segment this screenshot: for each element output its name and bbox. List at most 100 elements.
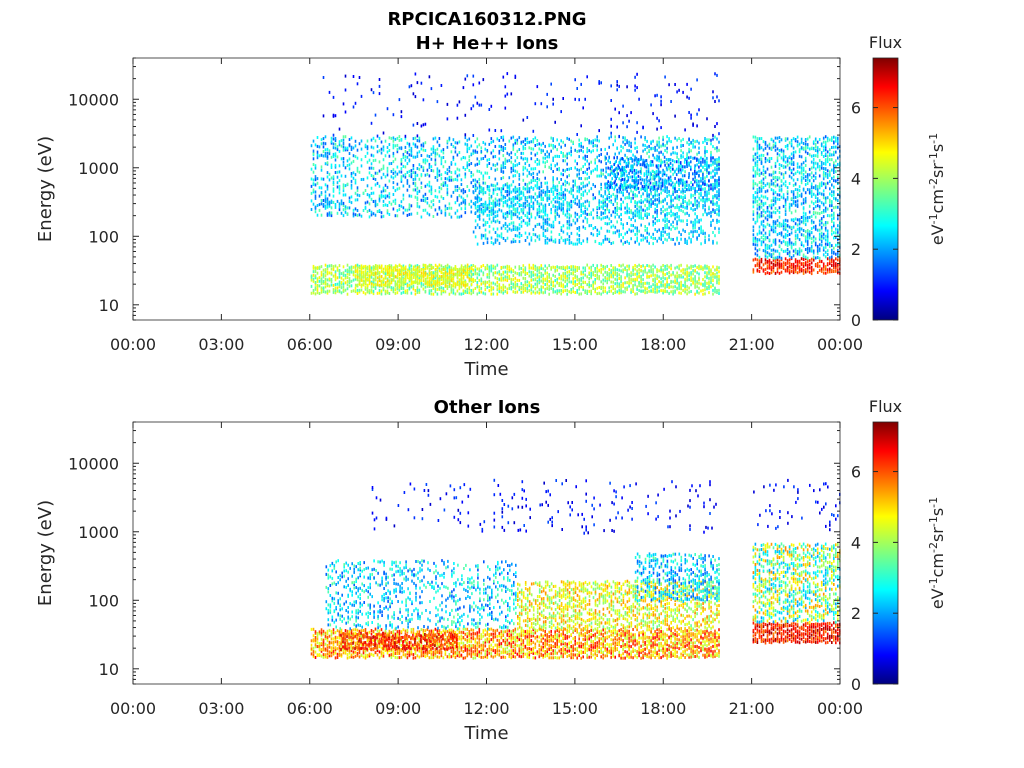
spectrogram-cell <box>408 142 411 146</box>
spectrogram-cell <box>592 284 594 288</box>
spectrogram-cell <box>634 209 636 213</box>
spectrogram-cell <box>392 272 395 276</box>
spectrogram-cell <box>536 195 539 199</box>
spectrogram-cell <box>682 155 684 159</box>
spectrogram-cell <box>536 177 539 180</box>
spectrogram-cell <box>622 146 624 150</box>
spectrogram-cell <box>562 283 564 287</box>
spectrogram-cell <box>448 271 451 275</box>
spectrogram-cell <box>612 192 615 196</box>
spectrogram-cell <box>534 136 537 140</box>
spectrogram-cell <box>346 212 349 216</box>
spectrogram-cell <box>510 151 513 155</box>
spectrogram-cell <box>702 288 704 292</box>
spectrogram-cell <box>638 190 640 194</box>
spectrogram-cell <box>492 210 495 214</box>
spectrogram-cell <box>626 268 628 272</box>
spectrogram-cell <box>590 274 592 278</box>
spectrogram-cell <box>564 266 566 270</box>
spectrogram-cell <box>654 191 656 195</box>
spectrogram-cell <box>570 272 572 276</box>
spectrogram-cell <box>344 273 347 277</box>
spectrogram-cell <box>440 159 443 163</box>
spectrogram-cell <box>486 237 489 241</box>
spectrogram-cell <box>538 162 541 166</box>
spectrogram-cell <box>510 240 513 244</box>
spectrogram-cell <box>338 187 341 191</box>
spectrogram-cell <box>550 136 552 140</box>
spectrogram-cell <box>460 178 463 182</box>
spectrogram-cell <box>504 285 507 289</box>
spectrogram-cell <box>635 179 638 183</box>
spectrogram-cell <box>542 189 545 193</box>
spectrogram-cell <box>684 282 686 286</box>
spectrogram-cell <box>636 150 638 154</box>
spectrogram-cell <box>528 266 531 270</box>
spectrogram-cell <box>644 209 646 213</box>
spectrogram-cell <box>494 184 497 188</box>
spectrogram-cell <box>636 202 638 206</box>
spectrogram-cell <box>684 170 686 174</box>
spectrogram-cell <box>606 281 608 285</box>
spectrogram-cell <box>456 188 459 192</box>
spectrogram-cell <box>642 269 644 273</box>
spectrogram-cell <box>560 266 562 269</box>
spectrogram-cell <box>552 190 555 194</box>
spectrogram-cell <box>622 263 624 267</box>
spectrogram-cell <box>631 164 634 168</box>
spectrogram-cell <box>502 161 505 165</box>
spectrogram-cell <box>450 290 453 294</box>
spectrogram-cell <box>700 218 702 222</box>
spectrogram-cell <box>598 174 600 178</box>
spectrogram-cell <box>682 210 684 214</box>
spectrogram-cell <box>512 143 515 147</box>
spectrogram-cell <box>332 283 335 287</box>
spectrogram-cell <box>562 192 564 196</box>
spectrogram-cell <box>416 151 419 155</box>
spectrogram-cell <box>647 172 650 176</box>
spectrogram-cell <box>526 280 529 284</box>
spectrogram-cell <box>456 276 459 280</box>
spectrogram-cell <box>446 145 449 149</box>
spectrogram-cell <box>640 198 642 202</box>
spectrogram-cell <box>518 148 521 151</box>
spectrogram-cell <box>470 266 473 270</box>
spectrogram-cell <box>408 213 411 216</box>
spectrogram-cell <box>384 269 387 273</box>
spectrogram-cell <box>338 272 341 276</box>
spectrogram-cell <box>654 287 656 291</box>
spectrogram-cell <box>560 274 562 278</box>
spectrogram-cell <box>552 186 555 190</box>
spectrogram-cell <box>464 283 467 287</box>
spectrogram-cell <box>494 168 497 172</box>
spectrogram-cell <box>522 264 525 268</box>
spectrogram-cell <box>570 241 573 245</box>
spectrogram-cell <box>392 181 395 185</box>
spectrogram-cell <box>690 283 692 287</box>
spectrogram-cell <box>394 284 397 288</box>
spectrogram-cell <box>560 139 562 143</box>
spectrogram-cell <box>444 264 447 268</box>
spectrogram-cell <box>652 174 654 178</box>
spectrogram-cell <box>370 166 373 170</box>
spectrogram-cell <box>678 208 680 212</box>
spectrogram-cell <box>526 235 529 239</box>
spectrogram-cell <box>714 211 716 214</box>
spectrogram-cell <box>578 187 581 191</box>
spectrogram-cell <box>336 170 339 174</box>
spectrogram-cell <box>552 176 554 180</box>
spectrogram-cell <box>496 219 499 223</box>
spectrogram-cell <box>632 290 634 293</box>
spectrogram-cell <box>346 206 349 210</box>
spectrogram-cell <box>592 227 595 231</box>
spectrogram-cell <box>538 277 541 281</box>
spectrogram-cell <box>372 271 375 275</box>
spectrogram-cell <box>458 140 461 144</box>
spectrogram-cell <box>320 192 323 196</box>
spectrogram-cell <box>666 280 668 284</box>
spectrogram-cell <box>410 273 413 277</box>
spectrogram-cell <box>386 283 389 287</box>
spectrogram-cell <box>370 162 373 166</box>
spectrogram-cell <box>464 207 467 211</box>
